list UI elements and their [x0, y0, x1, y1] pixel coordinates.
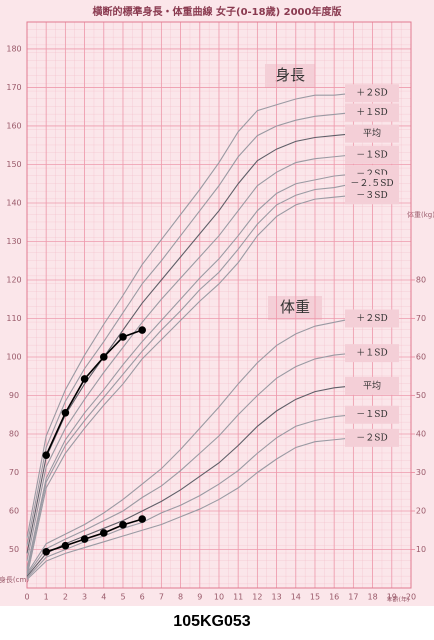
y-tick-label: 150 — [6, 160, 21, 169]
series-label: 平均 — [363, 127, 381, 139]
curve — [26, 133, 354, 554]
x-tick-label: 1 — [44, 593, 49, 602]
data-point — [100, 529, 108, 537]
y2-tick-label: 40 — [416, 429, 426, 438]
series-label-box — [345, 376, 399, 395]
data-point — [42, 451, 50, 459]
series-label: ＋１SD — [356, 107, 387, 118]
plot-frame — [26, 21, 412, 589]
y2-tick-label: 70 — [416, 314, 426, 323]
x-tick-label: 20 — [406, 593, 416, 602]
series-label: ＋１SD — [356, 348, 387, 359]
series-label: －２SD — [356, 170, 387, 180]
x-tick-label: 5 — [120, 593, 125, 602]
series-label: －２SD — [356, 433, 387, 443]
series-label: －１SD — [356, 150, 387, 160]
curve — [26, 111, 354, 546]
x-tick-label: 9 — [197, 593, 202, 602]
x-axis-label: 年齢(年) — [387, 596, 410, 604]
curve — [26, 352, 354, 576]
y-tick-label: 80 — [9, 429, 19, 438]
data-point — [80, 375, 89, 383]
y2-tick-label: 50 — [416, 391, 426, 400]
data-point — [119, 521, 127, 529]
y-tick-label: 180 — [6, 44, 21, 53]
x-tick-label: 8 — [178, 593, 183, 602]
y2-tick-label: 10 — [416, 545, 426, 554]
height-label: 身長 — [275, 66, 305, 84]
curve — [26, 194, 354, 577]
x-tick-label: 7 — [159, 593, 164, 602]
y-tick-label: 130 — [6, 237, 21, 246]
curve — [26, 173, 354, 569]
caption: 105KG053 — [173, 613, 250, 630]
data-point — [42, 548, 50, 556]
curve — [26, 92, 354, 539]
y2-tick-label: 80 — [416, 275, 426, 284]
x-tick-label: 6 — [140, 593, 145, 602]
x-tick-label: 16 — [329, 593, 339, 602]
x-tick-label: 19 — [387, 593, 397, 602]
y-tick-label: 50 — [9, 545, 19, 554]
chart-title: 横断的標準身長・体重曲線 女子(0-18歳) 2000年度版 — [93, 5, 342, 18]
x-tick-label: 11 — [233, 593, 243, 602]
series-label: －１SD — [356, 410, 387, 420]
x-tick-label: 14 — [291, 593, 301, 602]
y2-tick-label: 60 — [416, 352, 426, 361]
data-point — [61, 409, 70, 417]
series-label: －２.５SD — [350, 179, 393, 189]
y2-tick-label: 20 — [416, 506, 426, 515]
x-tick-label: 2 — [63, 593, 68, 602]
curve — [26, 414, 354, 579]
y-axis-label: 身長(cm) — [0, 575, 29, 584]
series-label-box — [345, 145, 399, 164]
y-tick-label: 100 — [6, 352, 21, 361]
series-label: －３SD — [356, 191, 387, 201]
data-point — [61, 541, 70, 550]
x-tick-label: 15 — [310, 593, 320, 602]
y-tick-label: 70 — [9, 468, 19, 477]
label-box — [265, 64, 315, 88]
y-tick-label: 90 — [9, 391, 19, 400]
curve — [26, 437, 354, 580]
series-label-box — [345, 84, 399, 103]
series-label-box — [345, 405, 399, 424]
data-point — [80, 535, 89, 543]
series-label-box — [345, 344, 399, 363]
series-label-box — [345, 428, 399, 447]
y-tick-label: 170 — [6, 83, 21, 92]
x-tick-label: 12 — [252, 593, 262, 602]
data-point — [100, 353, 108, 361]
data-point — [119, 333, 127, 341]
y-tick-label: 120 — [6, 275, 21, 284]
weight-label: 体重 — [280, 298, 310, 316]
y-tick-label: 160 — [6, 121, 21, 130]
data-point — [138, 515, 146, 523]
y-tick-label: 140 — [6, 198, 21, 207]
y-tick-label: 60 — [9, 506, 19, 515]
curve — [26, 317, 354, 574]
y2-axis-label: 体重(kg) — [407, 210, 434, 219]
series-label-box — [345, 103, 399, 122]
x-tick-label: 17 — [348, 593, 358, 602]
series-label-box — [345, 186, 399, 205]
curve — [26, 154, 354, 562]
y-tick-label: 110 — [6, 314, 21, 323]
series-label: ＋２SD — [356, 313, 387, 324]
x-tick-label: 4 — [101, 593, 106, 602]
series-label-box — [345, 309, 399, 328]
y2-tick-label: 30 — [416, 468, 426, 477]
x-tick-label: 13 — [272, 593, 282, 602]
series-label: ＋２SD — [356, 88, 387, 99]
series-label-box — [345, 124, 399, 143]
series-label: 平均 — [363, 379, 381, 391]
data-point — [138, 326, 146, 334]
curve — [26, 183, 354, 573]
x-tick-label: 10 — [214, 593, 224, 602]
x-tick-label: 0 — [24, 593, 29, 602]
x-tick-label: 18 — [368, 593, 378, 602]
x-tick-label: 3 — [82, 593, 87, 602]
